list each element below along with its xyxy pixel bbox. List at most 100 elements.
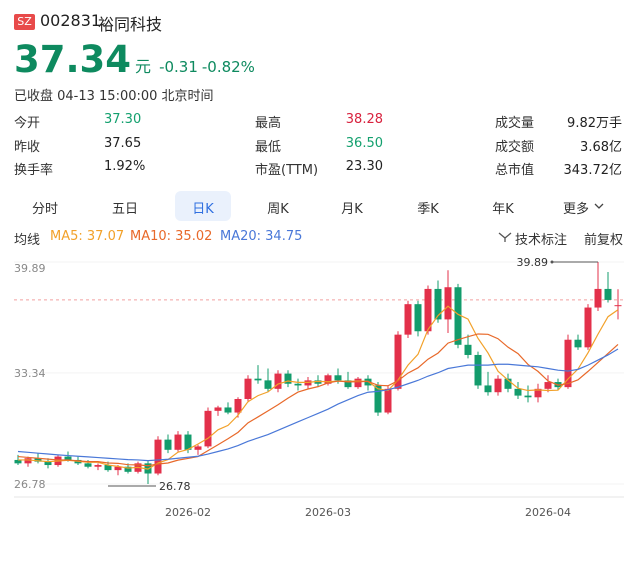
candle-body (164, 439, 172, 450)
candle-body (514, 388, 522, 396)
chevron (594, 203, 604, 209)
stat-value: 1.92% (104, 159, 146, 174)
candle-body (264, 380, 272, 389)
x-tick-label: 2026-04 (525, 506, 571, 519)
candle-body (464, 344, 472, 355)
tab[interactable]: 五日 (111, 202, 138, 217)
tool-button[interactable]: 前复权 (584, 233, 624, 248)
stat-value: 36.50 (345, 136, 383, 151)
candle-body (184, 434, 192, 450)
tab[interactable]: 更多 (562, 202, 589, 217)
candle-body (324, 375, 332, 384)
candle-body (544, 382, 552, 389)
tab[interactable]: 季K (417, 202, 439, 217)
ma-line (18, 305, 619, 470)
x-tick-label: 2026-03 (305, 506, 351, 519)
candle-body (374, 385, 382, 413)
candle-body (444, 287, 452, 320)
candle-body (614, 305, 622, 307)
max-label: 39.89 (517, 256, 549, 269)
stock-code: 002831 (40, 11, 102, 30)
price-row: 37.34 元 -0.31 -0.82% (14, 38, 255, 81)
stat-value: 37.65 (104, 136, 142, 151)
stat-label: 昨收 (14, 140, 41, 155)
stat-label: 换手率 (14, 163, 54, 178)
stat-label: 今开 (14, 116, 41, 131)
candle-body (64, 456, 72, 460)
candle-body (314, 380, 322, 384)
candle-body (504, 378, 512, 389)
stat-value: 3.68亿 (580, 140, 622, 155)
candle-body (604, 288, 612, 300)
candle-body (94, 465, 102, 467)
price-change-pct: -0.82% (201, 58, 255, 76)
candle-body (534, 388, 542, 398)
candle-body (254, 378, 262, 381)
candle-body (414, 304, 422, 332)
y-tick-label: 26.78 (14, 478, 46, 491)
candle-body (174, 434, 182, 450)
candle-body (284, 373, 292, 384)
candle-body (244, 378, 252, 399)
candle-body (204, 410, 212, 447)
ma-line (17, 348, 619, 462)
candle-body (424, 288, 432, 332)
stat-value: 343.72亿 (563, 163, 623, 178)
tool-button[interactable]: 技术标注 (515, 233, 568, 248)
stat-label: 最低 (255, 140, 282, 155)
candle-body (224, 407, 232, 413)
candle-body (594, 288, 602, 308)
stat-label: 成交量 (495, 116, 535, 131)
tab[interactable]: 周K (267, 202, 289, 217)
stat-label: 总市值 (495, 163, 535, 178)
candle-body (44, 461, 52, 466)
y-tick-label: 39.89 (14, 262, 46, 275)
candle-body (344, 380, 352, 388)
stat-value: 23.30 (345, 159, 383, 174)
legend-item: MA5: 37.07 (50, 229, 125, 244)
candle-body (24, 458, 32, 464)
legend-item: MA10: 35.02 (130, 229, 213, 244)
candle-body (394, 334, 402, 389)
exchange-badge: SZ (14, 14, 35, 30)
y-tick-label: 33.34 (14, 367, 46, 380)
candle-body (434, 288, 442, 320)
stat-label: 成交额 (495, 140, 535, 155)
candle-body (194, 446, 202, 450)
stat-label: 市盈(TTM) (255, 163, 319, 178)
candle-body (574, 339, 582, 348)
tab[interactable]: 年K (492, 202, 514, 217)
candle-body (494, 378, 502, 393)
candle-body (214, 407, 222, 411)
candle-body (234, 398, 242, 413)
tab[interactable]: 月K (341, 202, 363, 217)
candle-body (154, 439, 162, 474)
candle-body (564, 339, 572, 388)
candle-body (34, 458, 42, 462)
legend-item: MA20: 34.75 (220, 229, 303, 244)
stat-value: 38.28 (345, 112, 383, 127)
candle-body (84, 463, 92, 467)
candle-body (104, 465, 112, 471)
min-label: 26.78 (159, 480, 191, 493)
candle-body (114, 466, 122, 471)
x-tick-label: 2026-02 (165, 506, 211, 519)
price: 37.34 (14, 38, 132, 81)
tab[interactable]: 分时 (31, 202, 58, 217)
candle-body (474, 354, 482, 386)
candle-body (584, 307, 592, 348)
candle-body (334, 375, 342, 381)
stat-value: 9.82万手 (567, 116, 622, 131)
market-status: 已收盘 04-13 15:00:00 北京时间 (14, 89, 214, 104)
candle-body (294, 383, 302, 386)
ma-line (17, 333, 619, 467)
candle-body (454, 287, 462, 345)
tab[interactable]: 日K (192, 202, 214, 217)
stat-value: 37.30 (104, 112, 142, 127)
annotate-icon (498, 232, 512, 242)
max-dot (550, 260, 554, 264)
candle-body (384, 388, 392, 413)
stat-label: 最高 (255, 116, 282, 131)
